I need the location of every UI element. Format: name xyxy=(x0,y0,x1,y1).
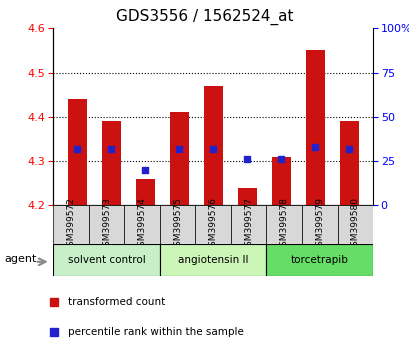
Bar xyxy=(301,205,337,244)
Point xyxy=(243,156,250,162)
Bar xyxy=(203,86,222,205)
Bar xyxy=(266,205,301,244)
Bar xyxy=(101,121,120,205)
Bar xyxy=(337,205,372,244)
Bar xyxy=(195,205,230,244)
Text: GDS3556 / 1562524_at: GDS3556 / 1562524_at xyxy=(116,9,293,25)
Text: agent: agent xyxy=(4,253,36,264)
Text: GSM399579: GSM399579 xyxy=(315,197,324,252)
Point xyxy=(108,146,114,152)
Point xyxy=(311,144,318,150)
Text: GSM399574: GSM399574 xyxy=(137,197,146,252)
Bar xyxy=(230,205,266,244)
Bar xyxy=(169,112,188,205)
Text: GSM399578: GSM399578 xyxy=(279,197,288,252)
Bar xyxy=(271,157,290,205)
Bar xyxy=(160,205,195,244)
Bar xyxy=(339,121,358,205)
Text: transformed count: transformed count xyxy=(68,297,165,307)
Bar xyxy=(53,205,89,244)
Bar xyxy=(305,50,324,205)
Bar xyxy=(135,179,154,205)
Text: GSM399572: GSM399572 xyxy=(66,197,75,252)
Bar xyxy=(160,244,266,276)
Bar xyxy=(67,99,86,205)
Bar xyxy=(237,188,256,205)
Bar xyxy=(124,205,160,244)
Text: GSM399577: GSM399577 xyxy=(244,197,253,252)
Text: percentile rank within the sample: percentile rank within the sample xyxy=(68,327,243,337)
Bar xyxy=(89,205,124,244)
Text: solvent control: solvent control xyxy=(67,255,145,265)
Bar xyxy=(53,244,160,276)
Point xyxy=(175,146,182,152)
Text: GSM399580: GSM399580 xyxy=(350,197,359,252)
Bar xyxy=(266,244,372,276)
Text: GSM399573: GSM399573 xyxy=(102,197,111,252)
Point xyxy=(345,146,352,152)
Point xyxy=(74,146,80,152)
Point xyxy=(209,146,216,152)
Point xyxy=(142,167,148,173)
Text: angiotensin II: angiotensin II xyxy=(178,255,248,265)
Point xyxy=(277,156,284,162)
Text: GSM399575: GSM399575 xyxy=(173,197,182,252)
Text: GSM399576: GSM399576 xyxy=(208,197,217,252)
Text: torcetrapib: torcetrapib xyxy=(290,255,348,265)
